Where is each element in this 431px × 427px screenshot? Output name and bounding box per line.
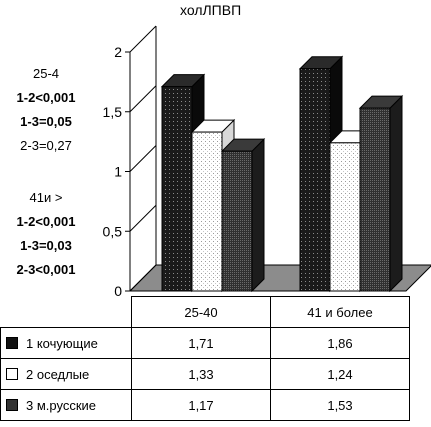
bar <box>220 137 266 293</box>
data-label: 1,17 <box>131 389 271 421</box>
table-row: 2 оседлые 1,33 1,24 <box>0 358 410 390</box>
data-label: 1,33 <box>131 358 271 390</box>
y-tick-depth <box>129 204 157 232</box>
bar <box>358 94 404 293</box>
chart-title: холЛПВП <box>180 2 242 18</box>
bar-side <box>389 94 403 293</box>
table-row: 1 кочующие 1,71 1,86 <box>0 327 410 359</box>
data-label: 1,24 <box>270 358 410 390</box>
y-tick-label: 1 <box>114 164 122 180</box>
category-label: 25-40 <box>131 296 271 328</box>
data-label: 1,71 <box>131 327 271 359</box>
stats-line: 1-2<0,001 <box>16 214 76 229</box>
legend-swatch <box>6 336 18 349</box>
y-tick-depth <box>129 85 157 113</box>
y-tick-depth <box>129 25 157 53</box>
stats-line: 1-2<0,001 <box>16 90 76 105</box>
legend-label: 3 м.русские <box>26 397 97 413</box>
legend-swatch <box>6 367 18 380</box>
stats-header: 25-4 <box>32 66 60 81</box>
bars <box>160 55 404 293</box>
y-tick-depth <box>129 145 157 172</box>
y-tick-label: 0 <box>114 283 122 299</box>
table-header-row: 25-40 41 и более <box>0 296 410 328</box>
data-table: 25-40 41 и более 1 кочующие 1,71 1,86 2 … <box>0 296 410 421</box>
stats-line: 1-3=0,03 <box>20 238 72 253</box>
category-label: 41 и более <box>270 296 410 328</box>
stats-line: 2-3=0,27 <box>20 138 72 153</box>
stats-group-41-plus: 41и > 1-2<0,001 1-3=0,03 2-3<0,001 <box>4 186 88 282</box>
y-tick-label: 0,5 <box>103 223 123 239</box>
legend-entry: 1 кочующие <box>0 327 132 359</box>
stats-line: 2-3<0,001 <box>16 262 76 277</box>
bar-front <box>191 131 223 292</box>
bar-front <box>299 68 331 292</box>
y-tick-label: 2 <box>114 44 122 60</box>
stats-line: 1-3=0,05 <box>20 114 72 129</box>
data-label: 1,53 <box>270 389 410 421</box>
bar-front <box>359 107 391 292</box>
table-row: 3 м.русские 1,17 1,53 <box>0 389 410 421</box>
table-corner <box>0 296 132 328</box>
y-tick-label: 1,5 <box>103 104 123 120</box>
legend-entry: 3 м.русские <box>0 389 132 421</box>
y-tick-depth <box>129 264 157 292</box>
legend-label: 2 оседлые <box>26 366 90 382</box>
bar-front <box>161 86 193 292</box>
bar-side <box>251 137 265 293</box>
legend-label: 1 кочующие <box>26 335 98 351</box>
stats-group-25-40: 25-4 1-2<0,001 1-3=0,05 2-3=0,27 <box>4 62 88 158</box>
bar-front <box>329 142 361 292</box>
bar-front <box>221 150 253 292</box>
stats-header: 41и > <box>29 190 63 205</box>
data-label: 1,86 <box>270 327 410 359</box>
legend-swatch <box>6 398 18 411</box>
legend-entry: 2 оседлые <box>0 358 132 390</box>
